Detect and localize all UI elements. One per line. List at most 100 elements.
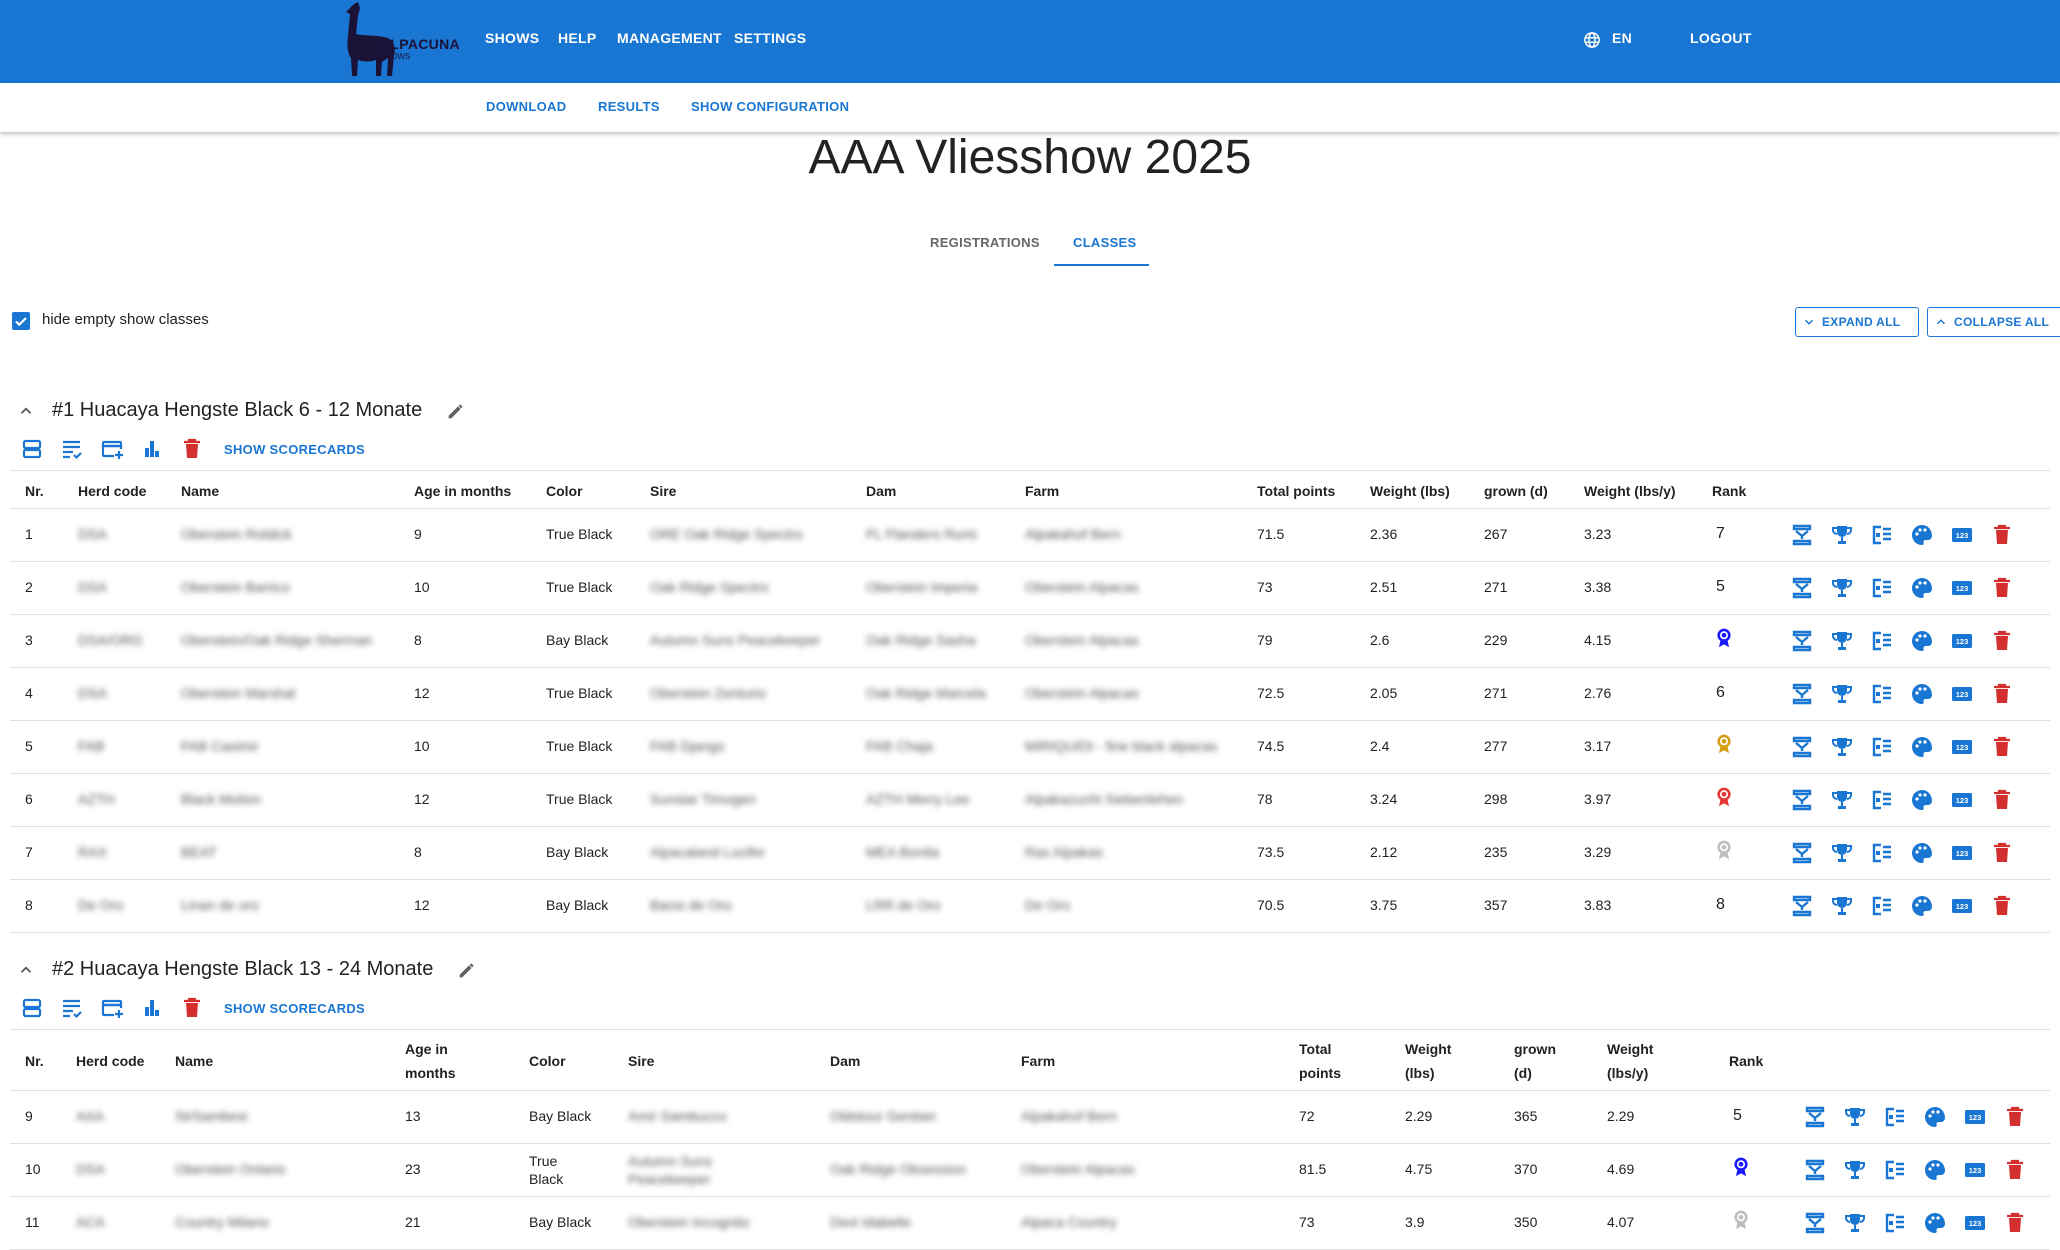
- collapse-class-icon[interactable]: [17, 961, 35, 979]
- collapse-class-icon[interactable]: [17, 402, 35, 420]
- numbers-icon[interactable]: 123: [1950, 841, 1974, 865]
- trophy-icon[interactable]: [1830, 576, 1854, 600]
- scorecard-icon[interactable]: [1870, 735, 1894, 759]
- cell-grown: 267: [1484, 525, 1508, 542]
- trophy-icon[interactable]: [1843, 1211, 1867, 1235]
- numbers-icon[interactable]: 123: [1963, 1211, 1987, 1235]
- subnav-results[interactable]: RESULTS: [598, 99, 660, 114]
- delete-icon[interactable]: [1990, 629, 2014, 653]
- show-scorecards-button[interactable]: SHOW SCORECARDS: [224, 441, 366, 457]
- trophy-icon[interactable]: [1830, 523, 1854, 547]
- nav-settings[interactable]: SETTINGS: [734, 30, 807, 46]
- subnav-show-configuration[interactable]: SHOW CONFIGURATION: [691, 99, 850, 114]
- language-selector[interactable]: EN: [1612, 30, 1633, 46]
- scorecard-icon[interactable]: [1870, 629, 1894, 653]
- delete-icon[interactable]: [2003, 1211, 2027, 1235]
- scorecard-icon[interactable]: [1870, 788, 1894, 812]
- delete-class-icon[interactable]: [180, 996, 204, 1020]
- numbers-icon[interactable]: 123: [1950, 735, 1974, 759]
- numbers-icon[interactable]: 123: [1950, 894, 1974, 918]
- delete-icon[interactable]: [1990, 788, 2014, 812]
- numbers-icon[interactable]: 123: [1963, 1105, 1987, 1129]
- edit-class-icon[interactable]: [456, 959, 478, 981]
- delete-icon[interactable]: [1990, 682, 2014, 706]
- palette-icon[interactable]: [1910, 629, 1934, 653]
- list-check-icon[interactable]: [60, 996, 84, 1020]
- show-scorecards-button[interactable]: SHOW SCORECARDS: [224, 1000, 366, 1016]
- tab-classes[interactable]: CLASSES: [1073, 235, 1137, 250]
- delete-icon[interactable]: [1990, 894, 2014, 918]
- scorecard-icon[interactable]: [1870, 576, 1894, 600]
- ranking-icon[interactable]: [1803, 1105, 1827, 1129]
- palette-icon[interactable]: [1923, 1211, 1947, 1235]
- palette-icon[interactable]: [1910, 576, 1934, 600]
- trophy-icon[interactable]: [1830, 841, 1854, 865]
- delete-class-icon[interactable]: [180, 437, 204, 461]
- expand-all-button[interactable]: EXPAND ALL: [1795, 307, 1919, 337]
- delete-icon[interactable]: [2003, 1105, 2027, 1129]
- scorecard-icon[interactable]: [1883, 1105, 1907, 1129]
- ranking-icon[interactable]: [1790, 576, 1814, 600]
- globe-icon[interactable]: [1583, 31, 1601, 49]
- collapse-all-button[interactable]: COLLAPSE ALL: [1927, 307, 2060, 337]
- scorecard-icon[interactable]: [1870, 894, 1894, 918]
- edit-class-icon[interactable]: [445, 400, 467, 422]
- delete-icon[interactable]: [1990, 523, 2014, 547]
- ranking-icon[interactable]: [1790, 788, 1814, 812]
- numbers-icon[interactable]: 123: [1950, 788, 1974, 812]
- ranking-icon[interactable]: [1803, 1158, 1827, 1182]
- palette-icon[interactable]: [1923, 1105, 1947, 1129]
- alpaca-logo-icon[interactable]: [316, 0, 466, 83]
- add-card-icon[interactable]: [100, 437, 124, 461]
- logout-button[interactable]: LOGOUT: [1690, 30, 1752, 46]
- add-card-icon[interactable]: [100, 996, 124, 1020]
- bar-chart-icon[interactable]: [140, 437, 164, 461]
- scorecard-icon[interactable]: [1883, 1158, 1907, 1182]
- palette-icon[interactable]: [1910, 523, 1934, 547]
- trophy-icon[interactable]: [1830, 629, 1854, 653]
- trophy-icon[interactable]: [1830, 735, 1854, 759]
- scorecard-icon[interactable]: [1883, 1211, 1907, 1235]
- nav-management[interactable]: MANAGEMENT: [617, 30, 722, 46]
- ranking-icon[interactable]: [1803, 1211, 1827, 1235]
- palette-icon[interactable]: [1923, 1158, 1947, 1182]
- hide-empty-checkbox[interactable]: [12, 312, 30, 330]
- trophy-icon[interactable]: [1830, 682, 1854, 706]
- numbers-icon[interactable]: 123: [1963, 1158, 1987, 1182]
- scorecard-icon[interactable]: [1870, 682, 1894, 706]
- trophy-icon[interactable]: [1830, 788, 1854, 812]
- palette-icon[interactable]: [1910, 841, 1934, 865]
- view-agenda-icon[interactable]: [20, 996, 44, 1020]
- palette-icon[interactable]: [1910, 682, 1934, 706]
- delete-icon[interactable]: [1990, 841, 2014, 865]
- delete-icon[interactable]: [2003, 1158, 2027, 1182]
- cell-farm: Oberstein Alpacas: [1025, 631, 1139, 648]
- trophy-icon[interactable]: [1830, 894, 1854, 918]
- trophy-icon[interactable]: [1843, 1158, 1867, 1182]
- delete-icon[interactable]: [1990, 576, 2014, 600]
- delete-icon[interactable]: [1990, 735, 2014, 759]
- ranking-icon[interactable]: [1790, 682, 1814, 706]
- numbers-icon[interactable]: 123: [1950, 629, 1974, 653]
- tab-registrations[interactable]: REGISTRATIONS: [930, 235, 1040, 250]
- list-check-icon[interactable]: [60, 437, 84, 461]
- palette-icon[interactable]: [1910, 788, 1934, 812]
- scorecard-icon[interactable]: [1870, 523, 1894, 547]
- ranking-icon[interactable]: [1790, 629, 1814, 653]
- palette-icon[interactable]: [1910, 894, 1934, 918]
- numbers-icon[interactable]: 123: [1950, 682, 1974, 706]
- ranking-icon[interactable]: [1790, 735, 1814, 759]
- palette-icon[interactable]: [1910, 735, 1934, 759]
- ranking-icon[interactable]: [1790, 523, 1814, 547]
- numbers-icon[interactable]: 123: [1950, 523, 1974, 547]
- nav-help[interactable]: HELP: [558, 30, 597, 46]
- bar-chart-icon[interactable]: [140, 996, 164, 1020]
- numbers-icon[interactable]: 123: [1950, 576, 1974, 600]
- ranking-icon[interactable]: [1790, 894, 1814, 918]
- nav-shows[interactable]: SHOWS: [485, 30, 540, 46]
- ranking-icon[interactable]: [1790, 841, 1814, 865]
- scorecard-icon[interactable]: [1870, 841, 1894, 865]
- trophy-icon[interactable]: [1843, 1105, 1867, 1129]
- view-agenda-icon[interactable]: [20, 437, 44, 461]
- subnav-download[interactable]: DOWNLOAD: [486, 99, 567, 114]
